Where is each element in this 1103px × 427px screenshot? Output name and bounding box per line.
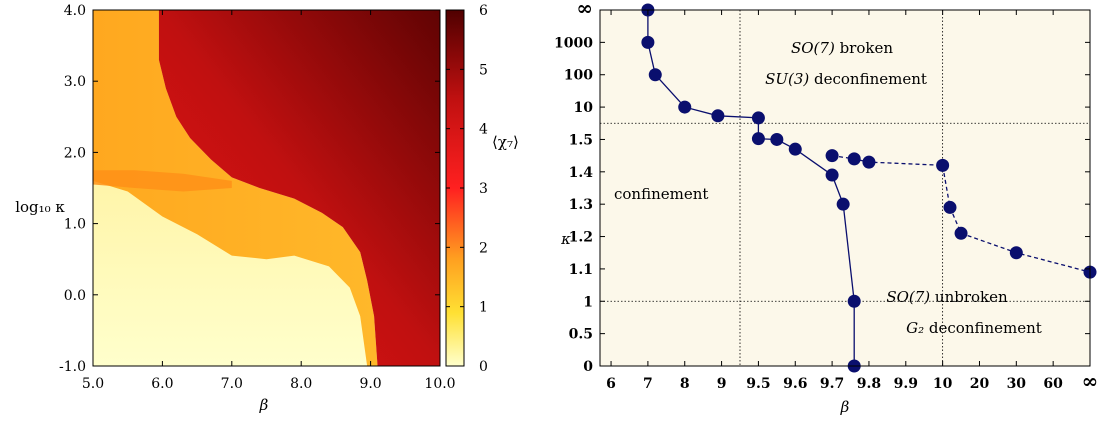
region-label-su3-deconfinement: SU(3) deconfinement <box>765 70 927 88</box>
phase-y-tick-label: 1.4 <box>569 165 594 181</box>
phase-series-point <box>825 149 839 163</box>
heatmap-frame <box>92 9 441 367</box>
heatmap-fill <box>93 10 440 366</box>
phase-x-tick-label: 30 <box>1007 376 1027 392</box>
heatmap-panel: 5.0 6.0 7.0 8.0 9.0 10.0 -1.0 0.0 1.0 2.0 3.0 4.0 β… <box>15 3 455 414</box>
colorbar-label: ⟨χ₇⟩ <box>492 133 519 151</box>
phase-x-tick-label: 9.9 <box>894 376 918 392</box>
region-label-confinement: confinement <box>614 185 708 203</box>
phase-x-tick-label: 9.5 <box>746 376 770 392</box>
heatmap-y-tick-label: -1.0 <box>59 359 86 375</box>
phase-x-tick-label: 6 <box>606 376 616 392</box>
heatmap-region-high <box>158 10 440 366</box>
phase-series-point <box>1009 246 1023 260</box>
phase-series-point <box>641 35 655 49</box>
phase-x-tick-label: 20 <box>970 376 990 392</box>
phase-y-tick-label: ∞ <box>576 0 593 20</box>
phase-background <box>600 10 1090 366</box>
heatmap-y-tick-label: 0.0 <box>64 288 86 304</box>
phase-series-point <box>788 142 802 156</box>
phase-x-tick-label: 60 <box>1043 376 1063 392</box>
colorbar-tick-label: 4 <box>479 122 488 138</box>
colorbar-tick-label: 5 <box>479 62 488 78</box>
colorbar-tick-label: 2 <box>479 240 488 256</box>
heatmap-y-tick-label: 2.0 <box>64 145 86 161</box>
heatmap-y-tick-label: 1.0 <box>64 217 86 233</box>
phase-y-tick-label: 1.2 <box>569 230 593 246</box>
heatmap-x-tick-label: 5.0 <box>82 376 104 392</box>
colorbar-tick-label: 0 <box>479 359 488 375</box>
phase-series-point <box>847 294 861 308</box>
phase-x-tick-label: 9.7 <box>820 376 844 392</box>
colorbar-tick-label: 6 <box>479 3 488 19</box>
phase-x-tick-label: 8 <box>680 376 690 392</box>
phase-series-point <box>751 111 765 125</box>
heatmap-x-label: β <box>259 396 269 414</box>
heatmap-x-tick-label: 6.0 <box>151 376 173 392</box>
phase-series <box>641 3 1097 373</box>
phase-x-tick-label: 9.8 <box>857 376 881 392</box>
phase-x-tick-label: ∞ <box>1082 369 1099 393</box>
phase-series-point <box>711 109 725 123</box>
phase-y-tick-label: 1 <box>583 294 593 310</box>
colorbar-tick-label: 1 <box>479 300 488 316</box>
phase-y-tick-label: 1000 <box>554 35 593 51</box>
phase-series-point <box>836 197 850 211</box>
heatmap-ticks: 5.0 6.0 7.0 8.0 9.0 10.0 -1.0 0.0 1.0 2.0 3.0 4.0 <box>59 3 456 392</box>
phase-diagram-panel: 6 7 8 9 9.5 9.6 9.7 9.8 9.9 10 20 30 60 ∞ 0 0.5 1 1.1 1.2 1… <box>554 0 1098 416</box>
phase-series-point <box>751 132 765 146</box>
heatmap-y-tick-label: 3.0 <box>64 74 86 90</box>
colorbar-ticks: 0 1 2 3 4 5 6 <box>446 3 488 375</box>
phase-ticks: 6 7 8 9 9.5 9.6 9.7 9.8 9.9 10 20 30 60 ∞ 0 0.5 1 1.1 1.2 1… <box>554 0 1098 393</box>
phase-y-label: κ <box>560 230 571 248</box>
phase-x-tick-label: 9 <box>717 376 727 392</box>
phase-series-point <box>678 100 692 114</box>
phase-guidelines <box>600 10 1090 366</box>
phase-y-tick-label: 1.3 <box>569 197 593 213</box>
phase-series-point <box>648 68 662 82</box>
phase-series-point <box>862 155 876 169</box>
phase-series-point <box>943 200 957 214</box>
phase-y-tick-label: 100 <box>564 68 593 84</box>
phase-y-tick-label: 0.5 <box>569 327 593 343</box>
phase-series-point <box>954 226 968 240</box>
phase-y-tick-label: 10 <box>574 100 594 116</box>
colorbar-tick-label: 3 <box>479 181 488 197</box>
heatmap-y-tick-label: 4.0 <box>64 3 86 19</box>
heatmap-x-tick-label: 8.0 <box>290 376 312 392</box>
phase-series-point <box>936 158 950 172</box>
region-label-so7-broken: SO(7) broken <box>791 39 893 57</box>
heatmap-x-tick-label: 9.0 <box>359 376 381 392</box>
heatmap-y-label: log₁₀ κ <box>15 198 65 216</box>
phase-series-point <box>847 152 861 166</box>
heatmap-region-crossover <box>93 170 232 192</box>
heatmap-x-tick-label: 7.0 <box>221 376 243 392</box>
phase-frame <box>599 9 1091 367</box>
region-label-g2-deconfinement: G₂ deconfinement <box>906 319 1042 337</box>
phase-series-point <box>825 168 839 182</box>
phase-y-tick-label: 1.5 <box>569 132 593 148</box>
heatmap-region-mid <box>93 10 378 366</box>
phase-series-point <box>770 132 784 146</box>
heatmap-x-tick-label: 10.0 <box>424 376 455 392</box>
phase-y-tick-label: 0 <box>583 359 593 375</box>
phase-x-tick-label: 10 <box>933 376 953 392</box>
region-label-so7-unbroken: SO(7) unbroken <box>886 288 1008 306</box>
phase-y-tick-label: 1.1 <box>569 262 593 278</box>
colorbar: 0 1 2 3 4 5 6 ⟨χ₇⟩ <box>445 3 519 375</box>
phase-x-label: β <box>840 398 850 416</box>
phase-x-tick-label: 9.6 <box>783 376 807 392</box>
phase-x-tick-label: 7 <box>643 376 653 392</box>
